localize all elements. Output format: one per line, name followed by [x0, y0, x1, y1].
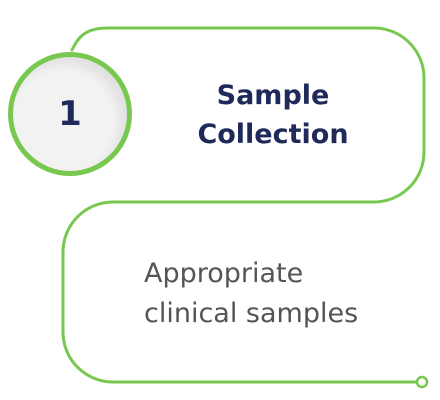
connector-end-dot — [415, 375, 429, 389]
step-title: Sample Collection — [197, 80, 349, 150]
step-number-badge: 1 — [8, 52, 132, 176]
connector-path — [61, 26, 426, 384]
step-description: Appropriate clinical samples — [144, 258, 359, 329]
step-number: 1 — [58, 94, 82, 134]
